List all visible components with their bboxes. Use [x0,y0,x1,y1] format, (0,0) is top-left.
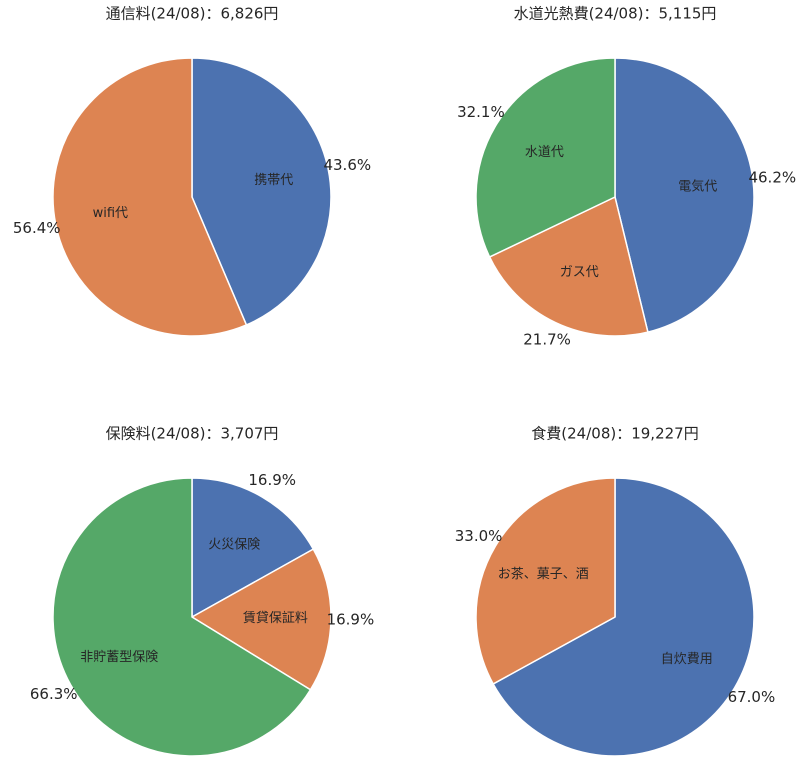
slice-label: ガス代 [560,265,599,280]
percent-label: 16.9% [248,471,296,489]
slice-label: 自炊費用 [661,652,713,667]
pie-slice [52,477,312,757]
pie-slice [191,548,332,691]
percent-label: 43.6% [323,156,371,174]
pie-slice [191,57,332,326]
percent-label: 33.0% [455,527,503,545]
slice-label: wifi代 [93,206,128,221]
percent-label: 67.0% [728,688,776,706]
pie-slice [492,477,755,757]
slice-label: 水道代 [525,145,564,160]
slice-label: 電気代 [678,179,717,195]
slice-label: 火災保険 [208,538,260,553]
percent-label: 32.1% [457,103,505,121]
percent-label: 66.3% [30,685,78,703]
chart-title: 食費(24/08)：19,227円 [531,425,698,443]
slice-label: 非貯蓄型保険 [80,650,158,665]
slice-label: 携帯代 [254,172,293,188]
percent-label: 16.9% [327,611,375,629]
slice-label: お茶、菓子、酒 [498,566,589,582]
slice-label: 賃貸保証料 [243,610,308,626]
pie-slice [52,57,248,337]
pie-slice [475,57,616,258]
pie-slice [614,57,755,333]
chart-title: 保険料(24/08)：3,707円 [106,425,279,443]
chart-title: 通信料(24/08)：6,826円 [106,5,279,23]
pie-slice [488,196,649,337]
pie-slice [475,477,616,685]
percent-label: 56.4% [13,219,61,237]
pie-slice [191,477,315,618]
percent-label: 21.7% [523,331,571,349]
percent-label: 46.2% [748,169,796,187]
chart-title: 水道光熱費(24/08)：5,115円 [514,5,717,23]
